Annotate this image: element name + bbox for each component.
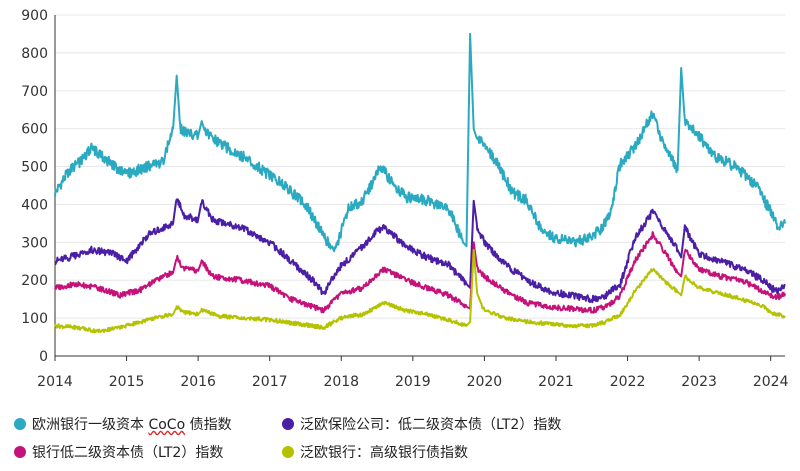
y-tick-label: 0 xyxy=(39,349,48,365)
y-tick-label: 500 xyxy=(21,160,48,176)
y-tick-label: 800 xyxy=(21,46,48,62)
legend-marker-insurance-lt2 xyxy=(282,418,294,430)
x-tick-label: 2017 xyxy=(252,374,288,390)
x-tick-label: 2024 xyxy=(753,374,789,390)
series-line-coco xyxy=(54,32,786,253)
legend-item-coco: 欧洲银行一级资本 CoCo 债指数 xyxy=(14,414,232,434)
y-tick-label: 300 xyxy=(21,235,48,251)
y-tick-label: 700 xyxy=(21,84,48,100)
legend-item-bank-lt2: 银行低二级资本债（LT2）指数 xyxy=(14,442,223,462)
y-tick-label: 400 xyxy=(21,197,48,213)
x-tick-label: 2014 xyxy=(37,374,73,390)
chart-area: 0 100 200 300 400 500 600 700 800 900 2014 2015 2016… xyxy=(21,8,789,390)
legend-item-senior-bank: 泛欧银行：高级银行债指数 xyxy=(282,442,468,462)
legend-marker-bank-lt2 xyxy=(14,446,26,458)
x-tick-label: 2022 xyxy=(610,374,646,390)
series-line-senior-bank xyxy=(54,248,786,334)
y-tick-label: 100 xyxy=(21,311,48,327)
x-tick-label: 2021 xyxy=(538,374,574,390)
legend-item-insurance-lt2: 泛欧保险公司：低二级资本债（LT2）指数 xyxy=(282,414,561,434)
legend-marker-senior-bank xyxy=(282,446,294,458)
y-tick-label: 600 xyxy=(21,122,48,138)
legend-label-coco-prefix: 欧洲银行一级资本 xyxy=(32,417,149,433)
legend-label-coco-term: CoCo xyxy=(148,417,186,433)
x-tick-label: 2016 xyxy=(180,374,216,390)
series-line-bank-lt2 xyxy=(54,231,786,314)
legend-label-insurance-lt2: 泛欧保险公司：低二级资本债（LT2）指数 xyxy=(300,417,562,433)
y-tick-label: 900 xyxy=(21,8,48,24)
legend-label-coco: 欧洲银行一级资本 CoCo 债指数 xyxy=(32,414,232,434)
x-tick-label: 2019 xyxy=(395,374,431,390)
legend-label-coco-suffix: 债指数 xyxy=(185,417,232,433)
legend: 欧洲银行一级资本 CoCo 债指数 泛欧保险公司：低二级资本债（LT2）指数 银… xyxy=(10,410,790,465)
series-line-insurance-lt2 xyxy=(54,198,786,304)
y-tick-label: 200 xyxy=(21,273,48,289)
legend-marker-coco xyxy=(14,418,26,430)
legend-label-senior-bank: 泛欧银行：高级银行债指数 xyxy=(300,445,468,461)
x-tick-label: 2023 xyxy=(681,374,717,390)
x-tick-label: 2015 xyxy=(109,374,145,390)
x-tick-label: 2018 xyxy=(323,374,359,390)
x-tick-label: 2020 xyxy=(467,374,503,390)
legend-label-bank-lt2: 银行低二级资本债（LT2）指数 xyxy=(32,445,224,461)
line-chart: 0 100 200 300 400 500 600 700 800 900 2014 2015 2016… xyxy=(21,8,789,390)
